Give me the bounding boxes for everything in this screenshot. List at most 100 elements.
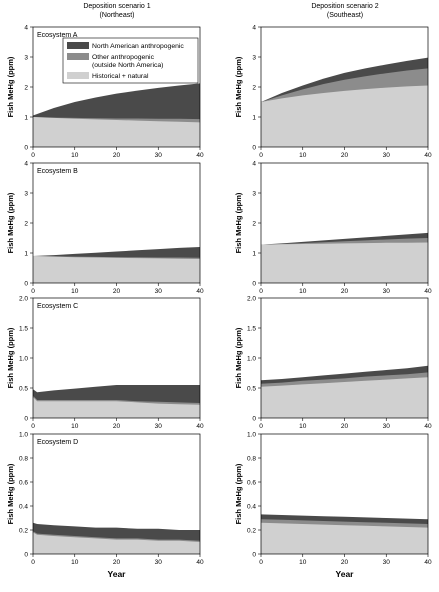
y-tick-label: 1.0 (247, 431, 256, 438)
y-tick-label: 0.6 (247, 479, 256, 486)
y-tick-label: 2 (252, 84, 256, 91)
legend-label-north-american: North American anthropogenic (92, 43, 184, 50)
x-tick-label: 30 (383, 288, 391, 295)
y-tick-label: 4 (24, 160, 28, 167)
x-tick-label: 10 (299, 423, 307, 430)
x-tick-label: 20 (113, 288, 121, 295)
y-tick-label: 2 (24, 220, 28, 227)
y-axis-label: Fish MeHg (ppm) (234, 463, 243, 524)
y-tick-label: 2.0 (19, 295, 28, 302)
ecosystem-label: Ecosystem C (37, 303, 78, 310)
y-tick-label: 4 (24, 24, 28, 31)
x-tick-label: 0 (31, 288, 35, 295)
x-tick-label: 0 (259, 288, 263, 295)
x-tick-label: 40 (424, 288, 432, 295)
y-tick-label: 0.4 (19, 503, 28, 510)
y-tick-label: 1.0 (19, 355, 28, 362)
y-tick-label: 0.8 (19, 455, 28, 462)
y-tick-label: 3 (252, 54, 256, 61)
y-tick-label: 0.4 (247, 503, 256, 510)
y-tick-label: 3 (24, 54, 28, 61)
x-tick-label: 0 (259, 152, 263, 159)
x-axis-label: Year (336, 569, 355, 579)
y-tick-label: 0 (252, 280, 256, 287)
legend: North American anthropogenic Other anthr… (62, 37, 199, 84)
y-tick-label: 0 (252, 415, 256, 422)
legend-label-other-line2: (outside North America) (92, 62, 163, 69)
y-tick-label: 1.5 (247, 325, 256, 332)
x-tick-label: 10 (71, 288, 79, 295)
chart-panel-5: 0 0.5 1.0 1.5 2.0 0 10 20 30 40 Fish MeHg (ppm) Eco… (6, 295, 204, 430)
x-tick-label: 40 (424, 423, 432, 430)
x-axis-label: Year (108, 569, 127, 579)
x-tick-label: 20 (341, 152, 349, 159)
x-tick-label: 30 (155, 423, 163, 430)
y-tick-label: 1 (24, 250, 28, 257)
y-tick-label: 4 (252, 160, 256, 167)
y-tick-label: 0.6 (19, 479, 28, 486)
area-historical (261, 85, 428, 147)
x-tick-label: 40 (424, 559, 432, 566)
y-tick-label: 1.5 (19, 325, 28, 332)
x-tick-label: 10 (299, 152, 307, 159)
area-historical (261, 522, 428, 554)
y-tick-label: 4 (252, 24, 256, 31)
x-tick-label: 30 (155, 559, 163, 566)
x-tick-label: 30 (383, 152, 391, 159)
x-tick-label: 10 (71, 423, 79, 430)
column-title-2-line2: (Southeast) (327, 12, 363, 19)
ecosystem-label: Ecosystem D (37, 439, 78, 446)
x-tick-label: 30 (155, 152, 163, 159)
x-tick-label: 30 (383, 423, 391, 430)
y-tick-label: 2 (252, 220, 256, 227)
area-historical (33, 117, 200, 147)
x-tick-label: 20 (113, 423, 121, 430)
x-tick-label: 40 (424, 152, 432, 159)
y-tick-label: 1.0 (247, 355, 256, 362)
x-tick-label: 40 (196, 423, 204, 430)
y-tick-label: 0 (24, 415, 28, 422)
ecosystem-label: Ecosystem B (37, 168, 78, 175)
y-axis-label: Fish MeHg (ppm) (6, 463, 15, 524)
x-tick-label: 20 (341, 559, 349, 566)
y-tick-label: 0 (24, 551, 28, 558)
y-tick-label: 0 (24, 280, 28, 287)
y-tick-label: 0.5 (247, 385, 256, 392)
x-tick-label: 20 (341, 288, 349, 295)
y-tick-label: 1 (24, 114, 28, 121)
y-tick-label: 0.8 (247, 455, 256, 462)
x-tick-label: 0 (259, 423, 263, 430)
y-tick-label: 0 (252, 551, 256, 558)
x-tick-label: 0 (31, 152, 35, 159)
area-historical (261, 242, 428, 283)
column-title-1-line2: (Northeast) (99, 12, 134, 19)
y-tick-label: 1.0 (19, 431, 28, 438)
legend-swatch-north-american (67, 42, 89, 49)
y-axis-label: Fish MeHg (ppm) (234, 56, 243, 117)
legend-swatch-historical (67, 72, 89, 79)
area-historical (33, 532, 200, 554)
x-tick-label: 10 (299, 288, 307, 295)
y-tick-label: 3 (24, 190, 28, 197)
x-tick-label: 20 (113, 152, 121, 159)
x-tick-label: 10 (299, 559, 307, 566)
legend-swatch-other (67, 53, 89, 60)
y-tick-label: 0.2 (19, 527, 28, 534)
area-historical (33, 397, 200, 418)
y-tick-label: 0 (24, 144, 28, 151)
x-tick-label: 30 (155, 288, 163, 295)
chart-panel-7: 0 0.2 0.4 0.6 0.8 1.0 0 10 20 30 40 Fish MeHg (ppm)… (6, 431, 204, 579)
y-tick-label: 0.5 (19, 385, 28, 392)
area-historical (33, 256, 200, 283)
y-tick-label: 1 (252, 114, 256, 121)
y-axis-label: Fish MeHg (ppm) (6, 56, 15, 117)
x-tick-label: 40 (196, 559, 204, 566)
legend-label-other-line1: Other anthropogenic (92, 54, 155, 61)
y-tick-label: 3 (252, 190, 256, 197)
